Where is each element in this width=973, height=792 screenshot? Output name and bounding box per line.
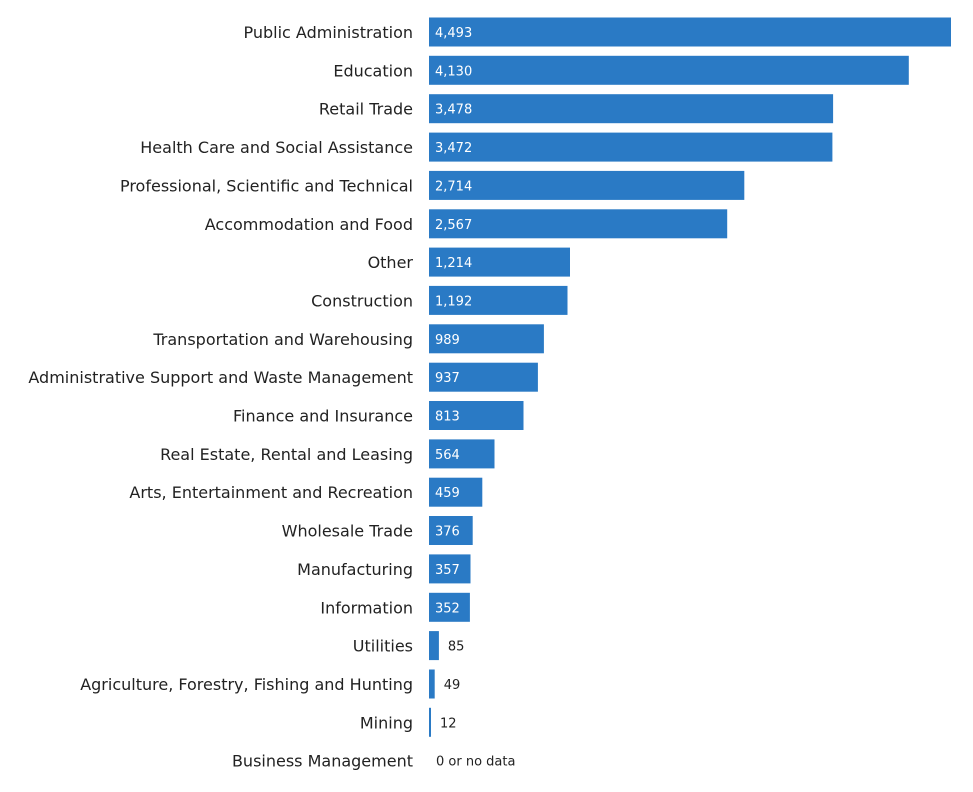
category-label: Other [368, 253, 414, 272]
category-label: Public Administration [243, 23, 413, 42]
category-label: Accommodation and Food [205, 215, 413, 234]
category-label: Mining [360, 713, 413, 732]
data-label: 357 [435, 563, 460, 578]
data-label: 3,472 [435, 141, 472, 156]
category-label: Administrative Support and Waste Managem… [28, 368, 413, 387]
bar [429, 592, 470, 622]
category-label: Health Care and Social Assistance [140, 138, 413, 157]
bar [429, 247, 570, 277]
data-label: 3,478 [435, 103, 472, 118]
data-label: 459 [435, 486, 460, 501]
category-label: Information [320, 598, 413, 617]
data-label: 989 [435, 333, 460, 348]
bar [429, 707, 431, 737]
category-label: Construction [311, 291, 413, 310]
bar [429, 94, 834, 124]
data-label: 937 [435, 371, 460, 386]
data-label: 2,714 [435, 179, 472, 194]
bar [429, 132, 833, 162]
category-label: Retail Trade [319, 100, 413, 119]
bar [429, 401, 524, 430]
data-label: 564 [435, 448, 460, 463]
data-label: 352 [435, 601, 460, 616]
bar [429, 324, 544, 354]
data-label: 85 [448, 640, 465, 655]
bar [429, 439, 495, 469]
bar [429, 516, 473, 545]
category-label: Agriculture, Forestry, Fishing and Hunti… [80, 675, 413, 694]
category-label: Professional, Scientific and Technical [120, 176, 413, 195]
bar [429, 209, 728, 239]
data-label: 813 [435, 410, 460, 425]
data-label: 2,567 [435, 218, 472, 233]
category-label: Arts, Entertainment and Recreation [129, 483, 413, 502]
data-label: 1,214 [435, 256, 472, 271]
bar [429, 554, 471, 584]
bar [429, 285, 568, 315]
category-label: Utilities [353, 637, 413, 656]
bar [429, 669, 435, 699]
category-label: Real Estate, Rental and Leasing [160, 445, 413, 464]
data-label: 1,192 [435, 294, 472, 309]
bar [429, 362, 538, 392]
data-label: 12 [440, 716, 457, 731]
bar [429, 631, 439, 661]
data-label: 4,130 [435, 64, 472, 79]
no-data-label: 0 or no data [436, 755, 515, 770]
data-label: 49 [444, 678, 461, 693]
bar [429, 55, 909, 85]
bar [429, 17, 951, 47]
category-label: Finance and Insurance [233, 407, 413, 426]
category-label: Business Management [232, 752, 413, 771]
bar [429, 170, 745, 200]
category-label: Manufacturing [297, 560, 413, 579]
category-label: Education [333, 61, 413, 80]
bar [429, 477, 483, 507]
category-label: Wholesale Trade [282, 522, 413, 541]
data-label: 376 [435, 525, 460, 540]
data-label: 4,493 [435, 26, 472, 41]
category-label: Transportation and Warehousing [152, 330, 413, 349]
